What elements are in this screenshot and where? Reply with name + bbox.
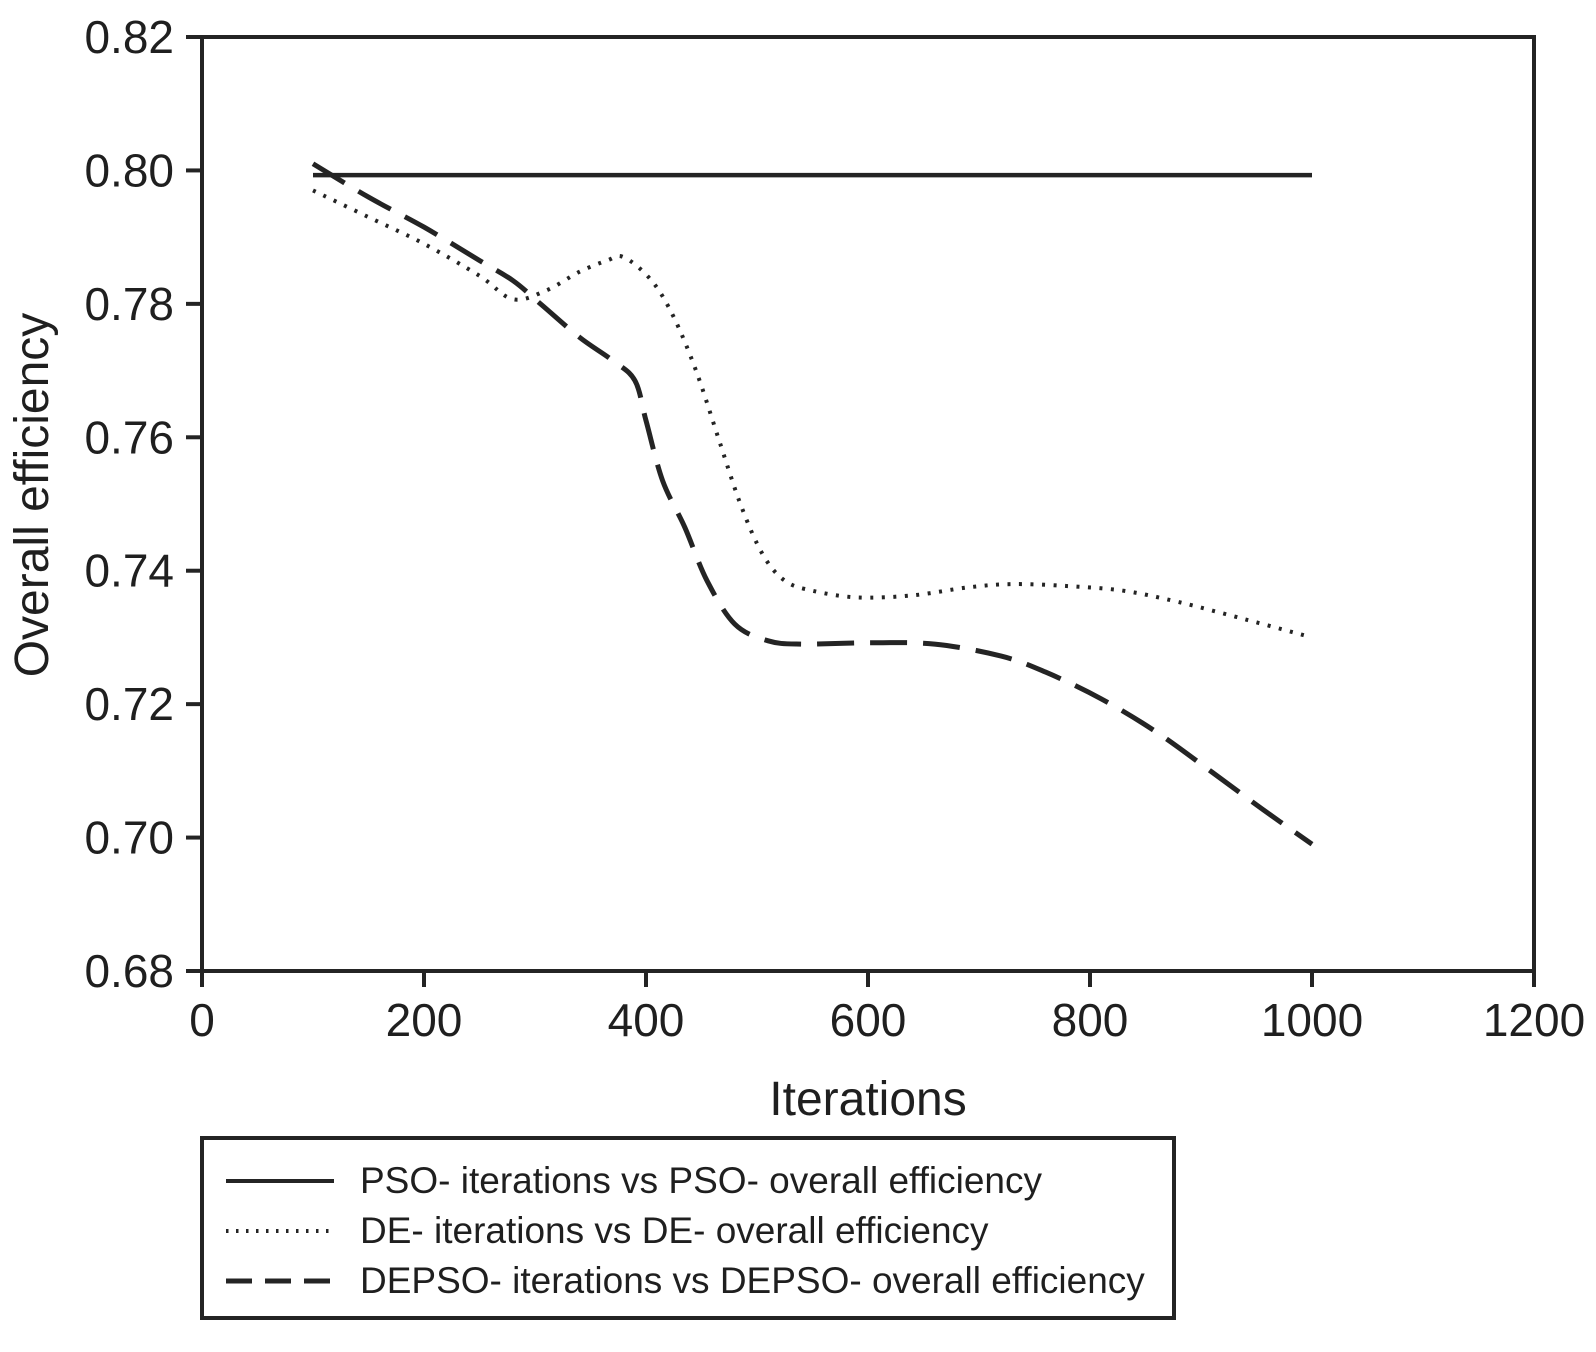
y-axis-title: Overall efficiency [6, 313, 59, 678]
legend-line-solid-icon [226, 1179, 334, 1183]
y-tick-label: 0.72 [84, 678, 174, 730]
x-axis-ticks: 0 200 400 600 800 1000 1200 [189, 971, 1585, 1046]
y-tick-label: 0.74 [84, 545, 174, 597]
y-tick-label: 0.80 [84, 144, 174, 196]
y-tick-label: 0.70 [84, 812, 174, 864]
legend-line-dotted-icon [226, 1229, 334, 1233]
x-tick-label: 1200 [1483, 994, 1585, 1046]
legend-item-depso: DEPSO- iterations vs DEPSO- overall effi… [226, 1256, 1172, 1306]
y-tick-label: 0.78 [84, 278, 174, 330]
y-tick-label: 0.68 [84, 945, 174, 997]
y-tick-label: 0.76 [84, 411, 174, 463]
legend-label-depso: DEPSO- iterations vs DEPSO- overall effi… [360, 1260, 1145, 1301]
x-tick-label: 200 [386, 994, 463, 1046]
legend-label-de: DE- iterations vs DE- overall efficiency [360, 1210, 989, 1251]
x-tick-label: 800 [1052, 994, 1129, 1046]
x-tick-label: 0 [189, 994, 215, 1046]
legend-item-pso: PSO- iterations vs PSO- overall efficien… [226, 1156, 1172, 1206]
x-axis-title: Iterations [769, 1073, 966, 1126]
data-series [311, 161, 1314, 847]
series-line-dashed [311, 161, 1314, 847]
legend-item-de: DE- iterations vs DE- overall efficiency [226, 1206, 1172, 1256]
y-tick-label: 0.82 [84, 11, 174, 63]
y-axis-ticks: 0.68 0.70 0.72 0.74 0.76 0.78 0.80 0.82 [84, 11, 202, 997]
series-line-dotted [312, 188, 1313, 640]
x-tick-label: 400 [608, 994, 685, 1046]
legend-box: PSO- iterations vs PSO- overall efficien… [200, 1136, 1176, 1320]
legend-line-dashed-icon [226, 1278, 334, 1284]
x-tick-label: 1000 [1261, 994, 1363, 1046]
x-tick-label: 600 [830, 994, 907, 1046]
legend-label-pso: PSO- iterations vs PSO- overall efficien… [360, 1160, 1043, 1201]
